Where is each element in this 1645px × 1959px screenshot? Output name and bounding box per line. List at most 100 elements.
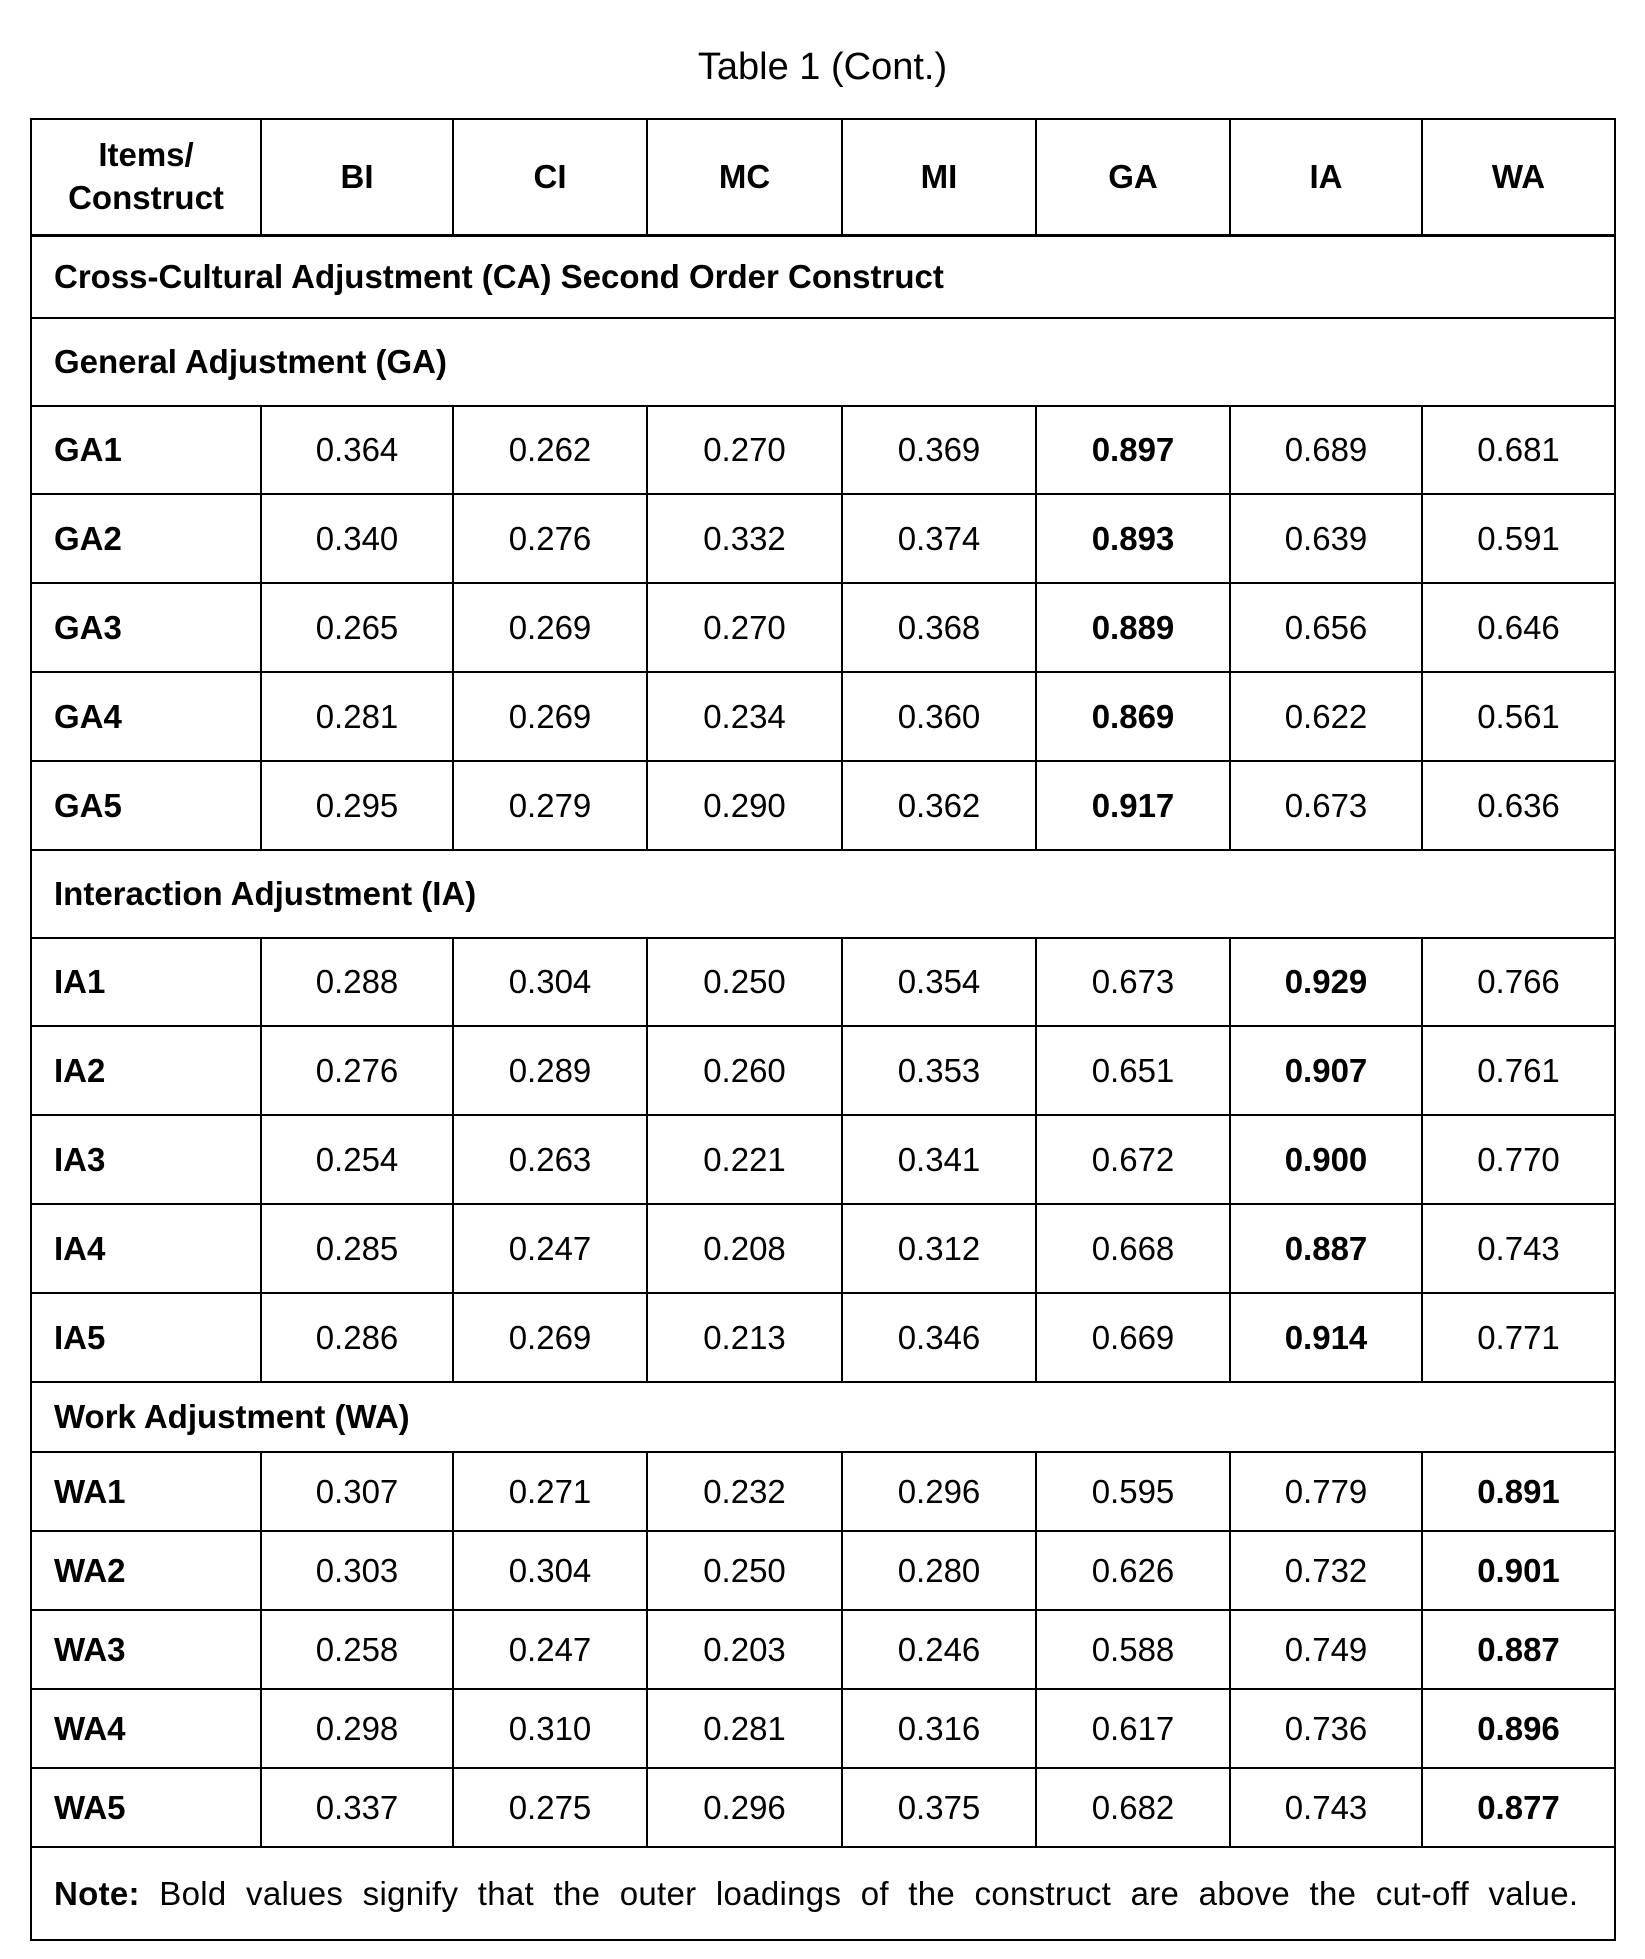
- column-header-wa: WA: [1421, 118, 1616, 237]
- loading-cell: 0.276: [452, 493, 648, 584]
- super-section-label: Cross-Cultural Adjustment (CA) Second Or…: [30, 234, 1616, 319]
- loading-cell: 0.247: [452, 1609, 648, 1690]
- loading-cell: 0.891: [1421, 1451, 1616, 1532]
- loading-cell: 0.669: [1035, 1292, 1231, 1383]
- table-row: IA3 0.254 0.263 0.221 0.341 0.672 0.900 0.770: [30, 1114, 1616, 1205]
- loading-cell: 0.247: [452, 1203, 648, 1294]
- loading-cell: 0.298: [260, 1688, 454, 1769]
- loading-cell: 0.743: [1421, 1203, 1616, 1294]
- loading-cell: 0.340: [260, 493, 454, 584]
- item-label: GA2: [30, 493, 262, 584]
- loading-cell: 0.766: [1421, 937, 1616, 1027]
- loading-cell: 0.893: [1035, 493, 1231, 584]
- section-label: Interaction Adjustment (IA): [30, 849, 1616, 939]
- loading-cell: 0.213: [646, 1292, 843, 1383]
- loading-cell: 0.770: [1421, 1114, 1616, 1205]
- header-row: Items/Construct BI CI MC MI GA IA WA: [30, 118, 1616, 237]
- item-label: WA5: [30, 1767, 262, 1848]
- loading-cell: 0.732: [1229, 1530, 1423, 1611]
- column-header-bi: BI: [260, 118, 454, 237]
- loading-cell: 0.360: [841, 671, 1037, 762]
- column-header-mi: MI: [841, 118, 1037, 237]
- note-text: Bold values signify that the outer loadi…: [159, 1874, 1579, 1912]
- loading-cell: 0.887: [1229, 1203, 1423, 1294]
- loading-cell: 0.304: [452, 1530, 648, 1611]
- loading-cell: 0.646: [1421, 582, 1616, 673]
- table-row: WA3 0.258 0.247 0.203 0.246 0.588 0.749 0.887: [30, 1609, 1616, 1690]
- loading-cell: 0.368: [841, 582, 1037, 673]
- loading-cell: 0.262: [452, 405, 648, 495]
- loading-cell: 0.889: [1035, 582, 1231, 673]
- loading-cell: 0.375: [841, 1767, 1037, 1848]
- loading-cell: 0.221: [646, 1114, 843, 1205]
- loading-cell: 0.749: [1229, 1609, 1423, 1690]
- loading-cell: 0.779: [1229, 1451, 1423, 1532]
- loading-cell: 0.312: [841, 1203, 1037, 1294]
- loading-cell: 0.914: [1229, 1292, 1423, 1383]
- loading-cell: 0.234: [646, 671, 843, 762]
- item-label: WA2: [30, 1530, 262, 1611]
- loading-cell: 0.303: [260, 1530, 454, 1611]
- column-header-ga: GA: [1035, 118, 1231, 237]
- loading-cell: 0.280: [841, 1530, 1037, 1611]
- loading-cell: 0.270: [646, 405, 843, 495]
- loading-cell: 0.897: [1035, 405, 1231, 495]
- loading-cell: 0.689: [1229, 405, 1423, 495]
- note-label: Note:: [54, 1874, 140, 1912]
- item-label: GA3: [30, 582, 262, 673]
- loading-cell: 0.246: [841, 1609, 1037, 1690]
- column-header-items: Items/Construct: [30, 118, 262, 237]
- loading-cell: 0.353: [841, 1025, 1037, 1116]
- loading-cell: 0.364: [260, 405, 454, 495]
- loading-cell: 0.771: [1421, 1292, 1616, 1383]
- loading-cell: 0.369: [841, 405, 1037, 495]
- loading-cell: 0.316: [841, 1688, 1037, 1769]
- loading-cell: 0.270: [646, 582, 843, 673]
- loading-cell: 0.269: [452, 582, 648, 673]
- loading-cell: 0.591: [1421, 493, 1616, 584]
- loading-cell: 0.374: [841, 493, 1037, 584]
- loading-cell: 0.263: [452, 1114, 648, 1205]
- item-label: WA1: [30, 1451, 262, 1532]
- item-label: GA5: [30, 760, 262, 851]
- loading-cell: 0.286: [260, 1292, 454, 1383]
- loading-cell: 0.203: [646, 1609, 843, 1690]
- loading-cell: 0.304: [452, 937, 648, 1027]
- loading-cell: 0.285: [260, 1203, 454, 1294]
- table-row: GA5 0.295 0.279 0.290 0.362 0.917 0.673 0.636: [30, 760, 1616, 851]
- table-row: GA1 0.364 0.262 0.270 0.369 0.897 0.689 0.681: [30, 405, 1616, 495]
- column-header-ci: CI: [452, 118, 648, 237]
- loading-cell: 0.281: [260, 671, 454, 762]
- loading-cell: 0.907: [1229, 1025, 1423, 1116]
- section-label: General Adjustment (GA): [30, 317, 1616, 407]
- loading-cell: 0.288: [260, 937, 454, 1027]
- loading-cell: 0.588: [1035, 1609, 1231, 1690]
- loading-cell: 0.290: [646, 760, 843, 851]
- loading-cell: 0.260: [646, 1025, 843, 1116]
- outer-loadings-table: Items/Construct BI CI MC MI GA IA WA Cross-Cult…: [30, 118, 1616, 1941]
- loading-cell: 0.296: [841, 1451, 1037, 1532]
- table-row: IA1 0.288 0.304 0.250 0.354 0.673 0.929 0.766: [30, 937, 1616, 1027]
- section-row: General Adjustment (GA): [30, 317, 1616, 407]
- item-label: IA2: [30, 1025, 262, 1116]
- loading-cell: 0.250: [646, 937, 843, 1027]
- loading-cell: 0.651: [1035, 1025, 1231, 1116]
- loading-cell: 0.626: [1035, 1530, 1231, 1611]
- loading-cell: 0.681: [1421, 405, 1616, 495]
- loading-cell: 0.869: [1035, 671, 1231, 762]
- super-section-row: Cross-Cultural Adjustment (CA) Second Or…: [30, 234, 1616, 319]
- loading-cell: 0.622: [1229, 671, 1423, 762]
- loading-cell: 0.346: [841, 1292, 1037, 1383]
- loading-cell: 0.310: [452, 1688, 648, 1769]
- loading-cell: 0.295: [260, 760, 454, 851]
- table-row: WA5 0.337 0.275 0.296 0.375 0.682 0.743 0.877: [30, 1767, 1616, 1848]
- table-row: WA1 0.307 0.271 0.232 0.296 0.595 0.779 0.891: [30, 1451, 1616, 1532]
- loading-cell: 0.900: [1229, 1114, 1423, 1205]
- table-row: WA4 0.298 0.310 0.281 0.316 0.617 0.736 0.896: [30, 1688, 1616, 1769]
- loading-cell: 0.896: [1421, 1688, 1616, 1769]
- loading-cell: 0.682: [1035, 1767, 1231, 1848]
- loading-cell: 0.275: [452, 1767, 648, 1848]
- loading-cell: 0.332: [646, 493, 843, 584]
- loading-cell: 0.929: [1229, 937, 1423, 1027]
- section-label: Work Adjustment (WA): [30, 1381, 1616, 1453]
